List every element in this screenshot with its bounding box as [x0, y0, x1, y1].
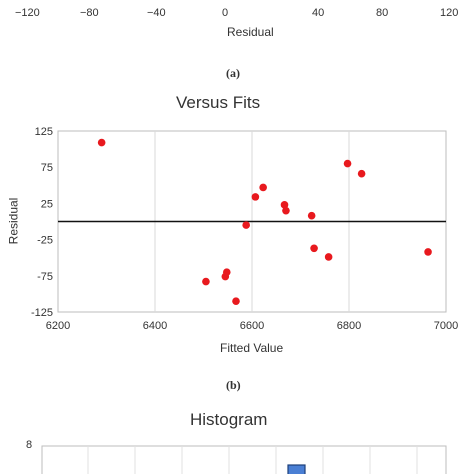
x-axis-label: Fitted Value [220, 341, 284, 355]
data-point [232, 297, 240, 305]
panel-a-x-tick: 120 [440, 7, 459, 19]
x-tick-label: 7000 [434, 320, 458, 332]
data-point [251, 193, 260, 201]
data-point [282, 206, 290, 215]
panel-b-caption: (b) [226, 378, 241, 392]
data-point [97, 138, 106, 147]
panel-a-x-tick: 0 [222, 7, 229, 19]
data-point [202, 277, 210, 286]
y-tick-label: 25 [41, 198, 53, 210]
x-tick-label: 6800 [337, 320, 361, 332]
y-tick-label: 125 [35, 126, 53, 138]
data-point [307, 211, 316, 220]
data-point [242, 221, 250, 229]
panel-a-x-tick: −80 [80, 7, 99, 19]
data-point [343, 159, 352, 168]
data-point [424, 248, 432, 256]
data-point [222, 268, 231, 276]
histogram-y-tick: 8 [26, 439, 33, 451]
y-tick-label: 75 [41, 162, 53, 174]
panel-a-x-tick: −120 [15, 7, 40, 19]
histogram-title: Histogram [190, 410, 268, 429]
panel-a-x-tick: 40 [312, 7, 325, 19]
panel-a-caption: (a) [226, 66, 240, 80]
panel-a-x-tick: −40 [147, 7, 166, 19]
data-point [280, 201, 289, 209]
data-point [357, 169, 366, 178]
data-point [324, 253, 333, 261]
histogram-plot-border [41, 445, 447, 474]
x-tick-label: 6400 [143, 320, 167, 332]
data-point [259, 183, 267, 192]
y-tick-label: -75 [37, 271, 53, 283]
panel-a-x-tick: 80 [376, 7, 389, 19]
chart-title: Versus Fits [176, 93, 261, 112]
x-tick-label: 6600 [240, 320, 264, 332]
x-tick-label: 6200 [46, 320, 70, 332]
y-tick-label: -125 [31, 307, 53, 319]
y-tick-label: -25 [37, 235, 53, 247]
panel-a-x-axis-label: Residual [227, 25, 274, 39]
data-point [310, 244, 318, 253]
histogram-bar [287, 464, 306, 474]
